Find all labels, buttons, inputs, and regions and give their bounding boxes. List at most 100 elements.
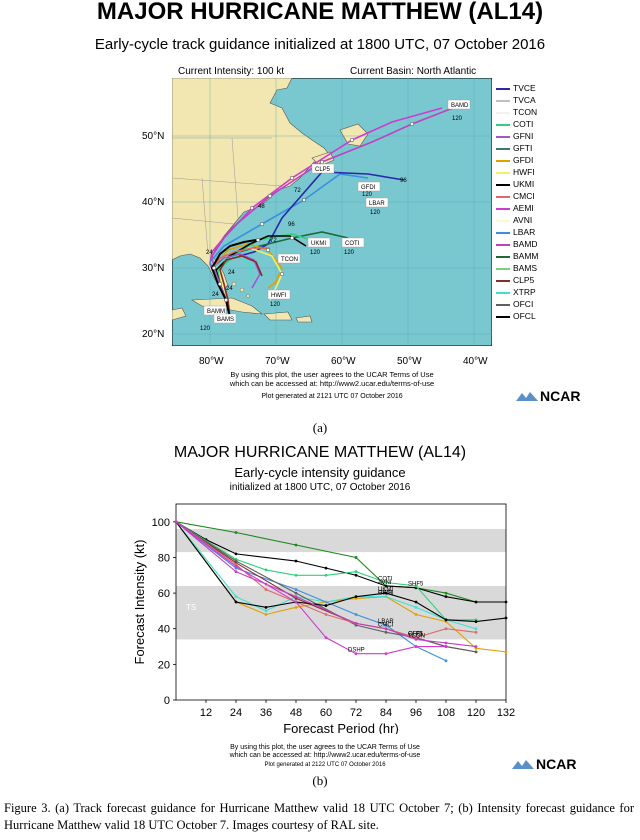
data-point-avni (474, 600, 478, 604)
data-point-ukmi (474, 620, 478, 623)
x-tick-label: 84 (380, 707, 392, 719)
fig-b-title: MAJOR HURRICANE MATTHEW (AL14) (173, 444, 467, 461)
x-tick-label: 120 (467, 707, 485, 719)
fig-b-subtitle2: initialized at 1800 UTC, 07 October 2016 (229, 482, 411, 493)
data-point-lbar (354, 613, 358, 616)
data-point-ukmi (384, 591, 388, 595)
data-point-ukmi (234, 600, 238, 604)
band-label-cat1: CAT1 (186, 560, 206, 569)
data-point-cmci (474, 630, 478, 634)
data-point-tcon (384, 627, 388, 631)
legend-item: CMCI (496, 190, 535, 202)
data-point-dshp (174, 520, 178, 524)
map-label-bamd: BAMD (451, 103, 469, 109)
hour-label: 96 (400, 178, 407, 184)
band-label-cat3: CAT3 (186, 509, 206, 518)
terms-a-line1: By using this plot, the user agrees to t… (230, 370, 434, 379)
data-point-dshp (294, 600, 298, 604)
hour-label: 72 (294, 188, 301, 194)
data-point-lbar (294, 588, 298, 591)
series-line-ofci (175, 521, 477, 653)
legend-item: AVNI (496, 214, 532, 226)
x-tick-label: 132 (497, 707, 515, 719)
series-line-shf5 (175, 521, 477, 603)
intensity-chart: 0 20 40 60 80 100 12 24 36 48 60 72 84 96 108 120 132 For… (132, 503, 515, 734)
data-point-ofci (384, 630, 388, 634)
ncar-mark-icon (512, 759, 534, 769)
data-point-avni (504, 600, 508, 604)
map-label-gfdi: GFDI (361, 185, 376, 191)
hour-label: 96 (288, 222, 295, 228)
data-point-ukmi (324, 604, 328, 607)
legend-item: OFCL (496, 310, 536, 322)
data-point-tcon (444, 641, 448, 645)
lon-label: 60°W (331, 356, 356, 367)
data-point-avni (354, 573, 358, 577)
fig-a-subtitle: Early-cycle track guidance initialized a… (94, 36, 546, 53)
fig-b-label: (b) (312, 773, 328, 788)
data-point-hwfi (414, 605, 418, 609)
data-point-ukmi (414, 600, 418, 604)
x-tick-label: 60 (320, 707, 332, 719)
legend-item: GFDI (496, 154, 533, 166)
data-point-dshp (414, 645, 418, 648)
legend-item: BAMM (496, 250, 539, 262)
generated-a: Plot generated at 2121 UTC 07 October 20… (261, 393, 403, 400)
data-point-hwfi (234, 595, 238, 599)
series-line-tcon (175, 521, 477, 648)
y-tick-label: 40 (158, 624, 170, 636)
terms-b-line1: By using this plot, the user agrees to t… (230, 744, 420, 751)
data-point-tcon (234, 570, 238, 574)
lon-label: 80°W (199, 356, 224, 367)
data-point-avni (444, 595, 448, 599)
series-label-dshp: DSHP (348, 648, 365, 654)
data-point-avni (324, 566, 328, 570)
data-point-gfdi (294, 605, 298, 609)
series-label-tcon: TCON (408, 633, 425, 639)
series-line-hwfi (175, 521, 477, 630)
data-point-dshp (444, 645, 448, 648)
data-point-hwfi (384, 595, 388, 599)
data-point-ofci (474, 650, 478, 654)
data-point-ofci (234, 559, 238, 563)
legend-item: LBAR (496, 226, 535, 238)
series-label-ukmi: UKMI (378, 587, 393, 593)
series-label-cmci: CMCI (378, 623, 394, 629)
hour-label: 120 (344, 250, 355, 256)
data-point-lbar (444, 659, 448, 663)
legend-item: COTI (496, 118, 533, 130)
lat-label: 30°N (142, 263, 165, 274)
y-tick-label: 80 (158, 552, 170, 564)
hour-label: 48 (258, 204, 265, 210)
figure-caption: Figure 3. (a) Track forecast guidance fo… (4, 801, 634, 832)
data-point-cmci (264, 588, 268, 591)
intensity-band (176, 528, 506, 553)
legend-item: GFTI (496, 142, 532, 154)
y-tick-label: 0 (164, 695, 170, 707)
data-point-shf5 (444, 591, 448, 595)
lat-label: 20°N (142, 329, 165, 340)
data-point-dshp (324, 636, 328, 640)
map-label-bams: BAMS (217, 317, 234, 323)
map-label-ukmi: UKMI (311, 241, 326, 247)
map-label-hwfi: HWFI (271, 293, 287, 299)
current-basin: Current Basin: North Atlantic (350, 66, 477, 77)
lon-label: 50°W (397, 356, 422, 367)
data-point-shf5 (354, 556, 358, 559)
y-tick-label: 60 (158, 588, 170, 600)
track-map: BAMD CLP5 GFDI LBAR UKMI COTI TCON HWFI … (172, 78, 492, 346)
series-label-hwfi: HWFI (378, 591, 394, 597)
lon-label: 70°W (265, 356, 290, 367)
y-tick-label: 20 (158, 659, 170, 671)
fig-a-title: MAJOR HURRICANE MATTHEW (AL14) (96, 0, 544, 25)
data-point-cmci (324, 613, 328, 616)
ncar-mark-icon (516, 391, 538, 401)
band-label-ts: TS (186, 603, 196, 612)
y-axis-label: Forecast Intensity (kt) (132, 540, 147, 665)
data-point-gfdi (504, 650, 508, 654)
series-label-lbar: LBAR (378, 619, 394, 625)
x-tick-label: 36 (260, 707, 272, 719)
hour-label: 24 (206, 250, 213, 256)
hour-label: 120 (270, 302, 281, 308)
x-tick-label: 72 (350, 707, 362, 719)
